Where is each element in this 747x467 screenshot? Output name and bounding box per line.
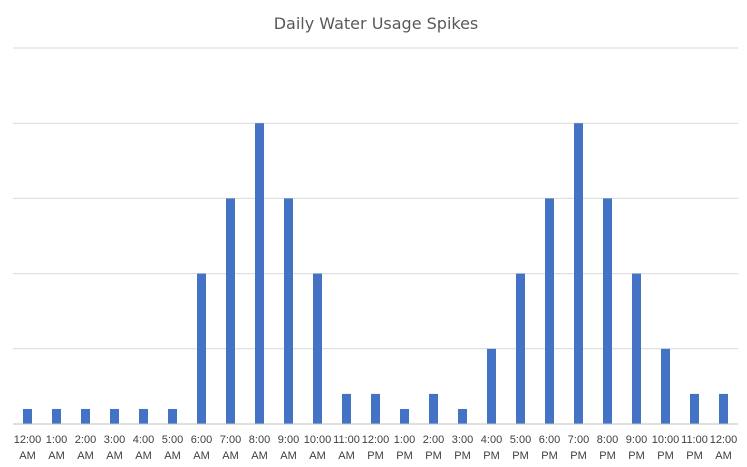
x-tick-label: 12:00 AM xyxy=(14,434,42,462)
x-tick-label: 2:00 AM xyxy=(75,434,96,462)
x-tick-label: 1:00 PM xyxy=(394,434,415,462)
bar xyxy=(342,393,351,424)
x-tick-label: 5:00 AM xyxy=(162,434,183,462)
x-tick-label: 4:00 PM xyxy=(481,434,502,462)
x-tick-label: 4:00 AM xyxy=(133,434,154,462)
bar xyxy=(52,408,61,424)
x-tick-label: 11:00 PM xyxy=(681,434,708,462)
x-tick-label: 1:00 AM xyxy=(46,434,67,462)
x-tick-label: 8:00 PM xyxy=(597,434,618,462)
x-tick-label: 12:00 AM xyxy=(710,434,738,462)
x-tick-label: 9:00 AM xyxy=(278,434,299,462)
x-tick-label: 7:00 AM xyxy=(220,434,241,462)
bar xyxy=(110,408,119,424)
bar xyxy=(690,393,699,424)
x-tick-label: 9:00 PM xyxy=(626,434,647,462)
bar xyxy=(81,408,90,424)
x-tick-label: 3:00 AM xyxy=(104,434,125,462)
bar xyxy=(226,198,235,424)
bar xyxy=(458,408,467,424)
x-tick-label: 10:00 AM xyxy=(304,434,332,462)
x-tick-label: 8:00 AM xyxy=(249,434,270,462)
bar xyxy=(487,348,496,424)
bar xyxy=(197,273,206,424)
bar xyxy=(516,273,525,424)
bar xyxy=(545,198,554,424)
bar xyxy=(284,198,293,424)
x-tick-label: 11:00 AM xyxy=(333,434,360,462)
bar xyxy=(574,123,583,424)
chart-title: Daily Water Usage Spikes xyxy=(274,14,479,33)
bar xyxy=(661,348,670,424)
bars xyxy=(23,123,728,424)
bar xyxy=(255,123,264,424)
x-tick-label: 5:00 PM xyxy=(510,434,531,462)
x-tick-label: 6:00 AM xyxy=(191,434,212,462)
bar xyxy=(632,273,641,424)
bar xyxy=(313,273,322,424)
bar xyxy=(371,393,380,424)
gridlines xyxy=(13,47,738,350)
x-tick-label: 10:00 PM xyxy=(652,434,680,462)
bar xyxy=(603,198,612,424)
bar xyxy=(139,408,148,424)
x-tick-label: 3:00 PM xyxy=(452,434,473,462)
bar xyxy=(429,393,438,424)
x-tick-label: 12:00 PM xyxy=(362,434,390,462)
x-tick-label: 7:00 PM xyxy=(568,434,589,462)
x-tick-label: 6:00 PM xyxy=(539,434,560,462)
bar xyxy=(719,393,728,424)
bar xyxy=(168,408,177,424)
x-tick-label: 2:00 PM xyxy=(423,434,444,462)
x-tick-labels: 12:00 AM1:00 AM2:00 AM3:00 AM4:00 AM5:00 AM6:0… xyxy=(14,434,738,462)
bar xyxy=(400,408,409,424)
bar xyxy=(23,408,32,424)
